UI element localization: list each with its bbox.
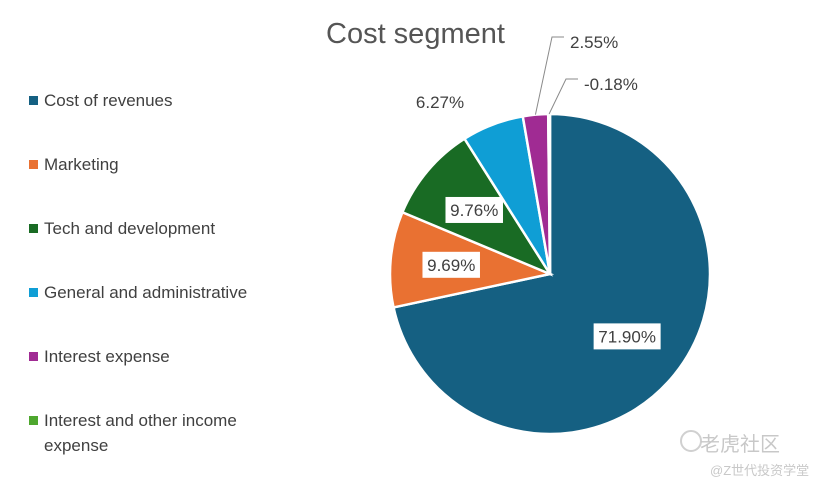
data-label: 9.69%	[427, 256, 475, 275]
legend-swatch	[29, 160, 38, 169]
leader-line	[548, 78, 578, 115]
legend: Cost of revenues Marketing Tech and develo…	[27, 88, 277, 472]
data-label-box	[593, 323, 661, 350]
legend-label: Interest and other income expense	[44, 411, 237, 455]
legend-item: Tech and development	[27, 216, 277, 280]
legend-label: Interest expense	[44, 347, 170, 366]
legend-label: General and administrative	[44, 283, 248, 302]
data-label: 6.27%	[416, 93, 464, 112]
data-label: 9.76%	[450, 201, 498, 220]
legend-item: Marketing	[27, 152, 277, 216]
legend-swatch	[29, 96, 38, 105]
leader-line	[534, 36, 564, 115]
legend-item: Interest expense	[27, 344, 277, 408]
legend-swatch	[29, 224, 38, 233]
data-label: 71.90%	[598, 327, 656, 346]
data-label: -0.18%	[584, 75, 638, 94]
watermark-text: 老虎社区	[700, 434, 780, 456]
legend-swatch	[29, 416, 38, 425]
legend-item: General and administrative	[27, 280, 277, 344]
legend-label: Tech and development	[44, 219, 216, 238]
chart-title: Cost segment	[326, 18, 505, 50]
legend-item: Interest and other income expense	[27, 408, 277, 472]
legend-swatch	[29, 288, 38, 297]
legend-label: Cost of revenues	[44, 91, 173, 110]
data-label-box	[445, 196, 503, 223]
watermark-logo-icon	[680, 430, 702, 452]
data-label: 2.55%	[570, 33, 618, 52]
data-label-box	[422, 251, 480, 278]
watermark-subtext: @Z世代投资学堂	[710, 463, 810, 478]
legend-item: Cost of revenues	[27, 88, 277, 152]
legend-swatch	[29, 352, 38, 361]
legend-label: Marketing	[44, 155, 119, 174]
